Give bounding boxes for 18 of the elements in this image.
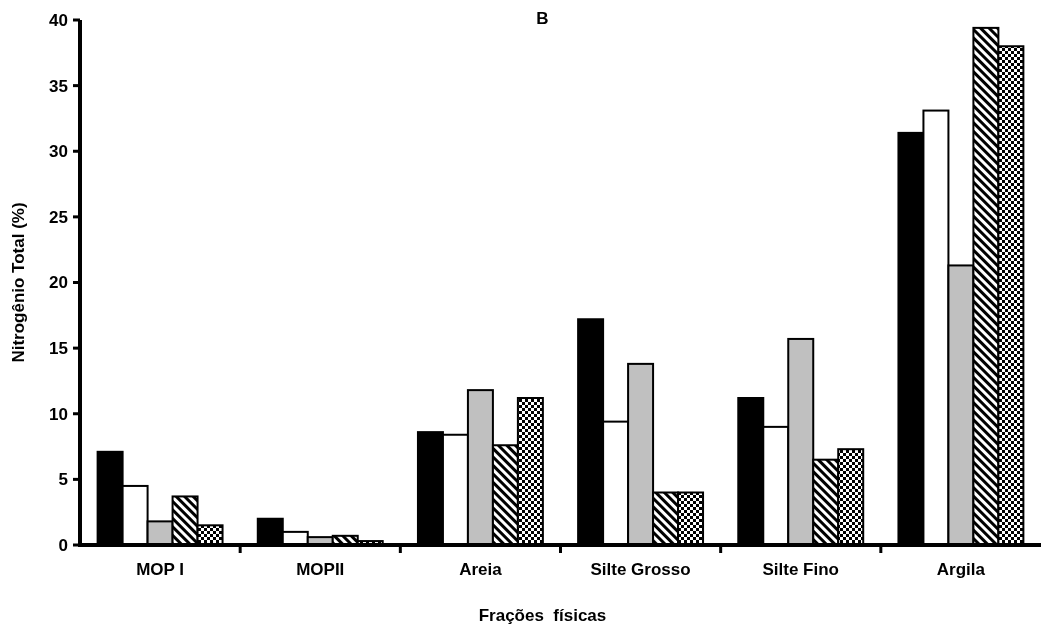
y-tick-label: 20 <box>49 273 68 293</box>
y-tick-label: 35 <box>49 76 68 96</box>
x-axis-title: Frações físicas <box>478 606 607 625</box>
y-tick-label: 10 <box>49 404 68 424</box>
y-tick-label: 15 <box>49 339 68 359</box>
y-tick-label: 30 <box>49 142 68 162</box>
y-tick-label: 25 <box>49 207 68 227</box>
y-tick-label: 40 <box>49 10 68 30</box>
x-tick-label: Argila <box>936 560 986 579</box>
y-tick-label: 0 <box>58 535 68 555</box>
x-tick-label: Areia <box>459 560 503 579</box>
x-tick-label: Silte Grosso <box>590 560 691 579</box>
x-tick-label: MOPII <box>296 560 345 579</box>
y-tick-label: 5 <box>58 470 68 490</box>
x-tick-label: Silte Fino <box>762 560 839 579</box>
chart-title: B <box>536 9 549 28</box>
x-tick-label: MOP I <box>136 560 185 579</box>
y-axis-title: Nitrogênio Total (%) <box>9 202 28 363</box>
